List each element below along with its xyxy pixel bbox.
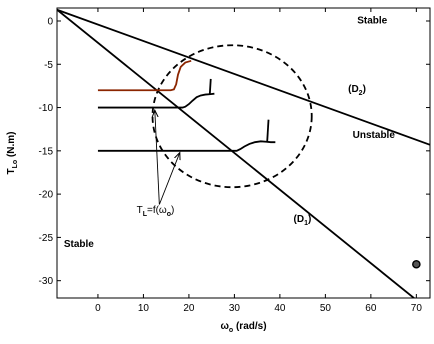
annotation-tail: ) (363, 84, 366, 95)
region-annotation: Unstable (353, 130, 396, 141)
data-marker (412, 259, 421, 269)
axis-label-rest: (N.m) (6, 131, 17, 159)
tl-label-part: T (137, 205, 143, 216)
axis-label-subscript: o (229, 327, 233, 334)
y-tick-label: -20 (39, 190, 54, 201)
x-tick-label: 0 (95, 303, 101, 314)
x-tick-label: 20 (183, 303, 195, 314)
annotation-arrow (158, 153, 179, 205)
boundary-line-d2 (57, 8, 430, 146)
region-annotation: (D2) (348, 84, 366, 97)
x-tick-label: 40 (274, 303, 286, 314)
x-tick-label: 70 (411, 303, 423, 314)
tick-layer: 0 10 20 30 40 50 60 70 0 -5 -10 -15 -20 -25 -30 (39, 8, 430, 314)
y-axis-label: TLo (N.m) (6, 131, 19, 174)
x-tick-label: 60 (365, 303, 377, 314)
trajectory-line (266, 119, 270, 143)
y-tick-label: -10 (39, 103, 54, 114)
region-ellipse (151, 44, 313, 189)
region-annotation: Stable (64, 239, 94, 250)
y-tick-label: -15 (39, 146, 54, 157)
x-tick-label: 50 (320, 303, 332, 314)
annotation-subscript: 1 (304, 220, 308, 227)
trajectory-line (97, 92, 215, 109)
x-tick-label: 30 (229, 303, 241, 314)
tl-label-part: o (167, 211, 171, 218)
trajectory-line (97, 59, 192, 92)
region-annotation: Stable (357, 16, 387, 27)
tl-label-part: L (143, 211, 148, 218)
y-tick-label: -25 (39, 233, 54, 244)
series-layer (57, 8, 430, 298)
axis-label-subscript: Lo (12, 160, 19, 169)
x-axis-label: ωo (rad/s) (220, 321, 266, 334)
trajectory-line (97, 140, 276, 152)
tl-label-part: =f(ω (147, 205, 167, 216)
annotation-arrow (155, 110, 160, 205)
axis-label-rest: (rad/s) (233, 321, 266, 332)
x-tick-label: 10 (138, 303, 150, 314)
y-tick-label: -30 (39, 276, 54, 287)
y-tick-label: -5 (44, 60, 53, 71)
tl-label-part: ) (171, 205, 174, 216)
trajectory-line (208, 78, 212, 94)
boundary-line-d1 (57, 9, 416, 298)
plot-frame (56, 7, 431, 299)
annotation-tail: ) (308, 214, 311, 225)
tl-function-label: TL=f(ωo) (137, 205, 175, 218)
annotation-subscript: 2 (359, 90, 363, 97)
annotation-layer: Stable (D2) Unstable (D1) Stable TL=f(ωo) (64, 16, 396, 250)
region-annotation: (D1) (294, 214, 312, 227)
y-tick-label: 0 (47, 16, 53, 27)
